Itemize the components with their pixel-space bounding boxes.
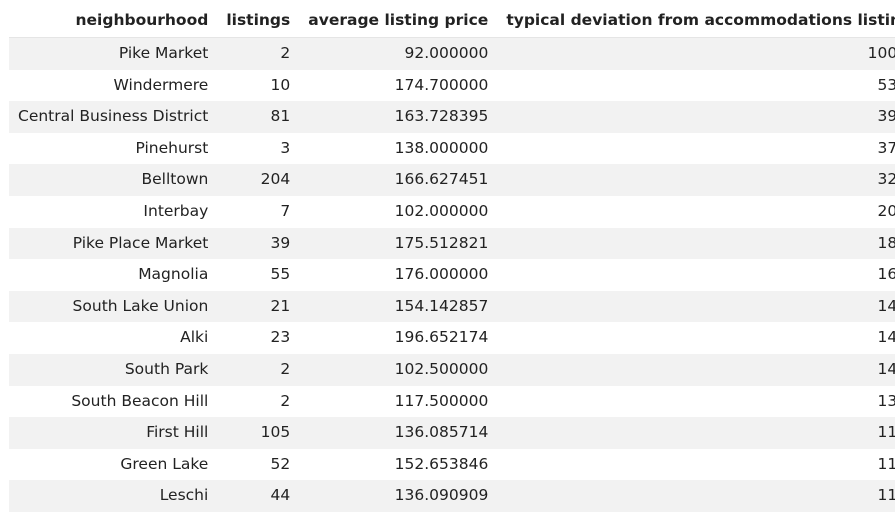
cell-neighbourhood: Green Lake (9, 448, 218, 481)
cell-listings: 204 (217, 164, 300, 196)
cell-listings: 2 (217, 353, 300, 386)
cell-average-listing-price: 163.728395 (299, 101, 498, 133)
cell-listings: 23 (217, 322, 300, 354)
cell-average-listing-price: 117.500000 (299, 385, 498, 418)
cell-typical-deviation: 13.821212 (497, 385, 895, 418)
cell-typical-deviation: 20.991399 (497, 195, 895, 228)
cell-neighbourhood: Magnolia (9, 259, 218, 291)
cell-typical-deviation: 11.393204 (497, 480, 895, 512)
cell-average-listing-price: 154.142857 (299, 290, 498, 323)
cell-average-listing-price: 166.627451 (299, 164, 498, 196)
neighbourhood-price-table: neighbourhood listings average listing p… (9, 3, 895, 512)
cell-listings: 39 (217, 227, 300, 260)
cell-listings: 105 (217, 417, 300, 449)
cell-neighbourhood: South Park (9, 353, 218, 386)
cell-neighbourhood: Pike Market (9, 37, 218, 70)
cell-average-listing-price: 196.652174 (299, 322, 498, 354)
cell-listings: 55 (217, 259, 300, 291)
cell-typical-deviation: 53.754500 (497, 69, 895, 102)
cell-neighbourhood: Pike Place Market (9, 227, 218, 260)
cell-typical-deviation: 14.862521 (497, 322, 895, 354)
cell-average-listing-price: 102.500000 (299, 353, 498, 386)
cell-neighbourhood: Central Business District (9, 101, 218, 133)
column-header-neighbourhood: neighbourhood (9, 3, 218, 38)
cell-neighbourhood: Interbay (9, 195, 218, 228)
cell-listings: 81 (217, 101, 300, 133)
cell-neighbourhood: Pinehurst (9, 132, 218, 165)
cell-average-listing-price: 102.000000 (299, 195, 498, 228)
cell-typical-deviation: 32.376357 (497, 164, 895, 196)
cell-average-listing-price: 136.085714 (299, 417, 498, 449)
cell-typical-deviation: 37.631818 (497, 132, 895, 165)
cell-listings: 2 (217, 37, 300, 70)
cell-neighbourhood: South Beacon Hill (9, 385, 218, 418)
cell-typical-deviation: 11.622075 (497, 417, 895, 449)
cell-neighbourhood: Belltown (9, 164, 218, 196)
cell-neighbourhood: First Hill (9, 417, 218, 449)
cell-neighbourhood: Leschi (9, 480, 218, 512)
cell-typical-deviation: 18.685403 (497, 227, 895, 260)
cell-neighbourhood: South Lake Union (9, 290, 218, 323)
cell-typical-deviation: 39.767041 (497, 101, 895, 133)
cell-typical-deviation: 11.568027 (497, 448, 895, 481)
cell-average-listing-price: 174.700000 (299, 69, 498, 102)
cell-listings: 2 (217, 385, 300, 418)
dataframe-output: neighbourhood listings average listing p… (9, 3, 895, 512)
cell-listings: 21 (217, 290, 300, 323)
column-header-typical-deviation: typical deviation from accommodations li… (497, 3, 895, 38)
cell-typical-deviation: 14.398257 (497, 353, 895, 386)
cell-listings: 10 (217, 69, 300, 102)
cell-listings: 44 (217, 480, 300, 512)
cell-neighbourhood: Alki (9, 322, 218, 354)
column-header-average-listing-price: average listing price (299, 3, 498, 38)
cell-typical-deviation: 14.897705 (497, 290, 895, 323)
cell-average-listing-price: 152.653846 (299, 448, 498, 481)
table-row: Central Business District81163.72839539.… (9, 101, 895, 133)
cell-typical-deviation: 16.497812 (497, 259, 895, 291)
table-header: neighbourhood listings average listing p… (9, 3, 895, 38)
table-body: Pike Market292.000000100.477140Windermer… (9, 37, 895, 512)
header-row: neighbourhood listings average listing p… (9, 3, 895, 38)
cell-neighbourhood: Windermere (9, 69, 218, 102)
column-header-listings: listings (217, 3, 300, 38)
cell-average-listing-price: 92.000000 (299, 37, 498, 70)
cell-average-listing-price: 136.090909 (299, 480, 498, 512)
cell-listings: 52 (217, 448, 300, 481)
cell-average-listing-price: 175.512821 (299, 227, 498, 260)
cell-listings: 7 (217, 195, 300, 228)
cell-average-listing-price: 138.000000 (299, 132, 498, 165)
cell-typical-deviation: 100.477140 (497, 37, 895, 70)
cell-listings: 3 (217, 132, 300, 165)
cell-average-listing-price: 176.000000 (299, 259, 498, 291)
